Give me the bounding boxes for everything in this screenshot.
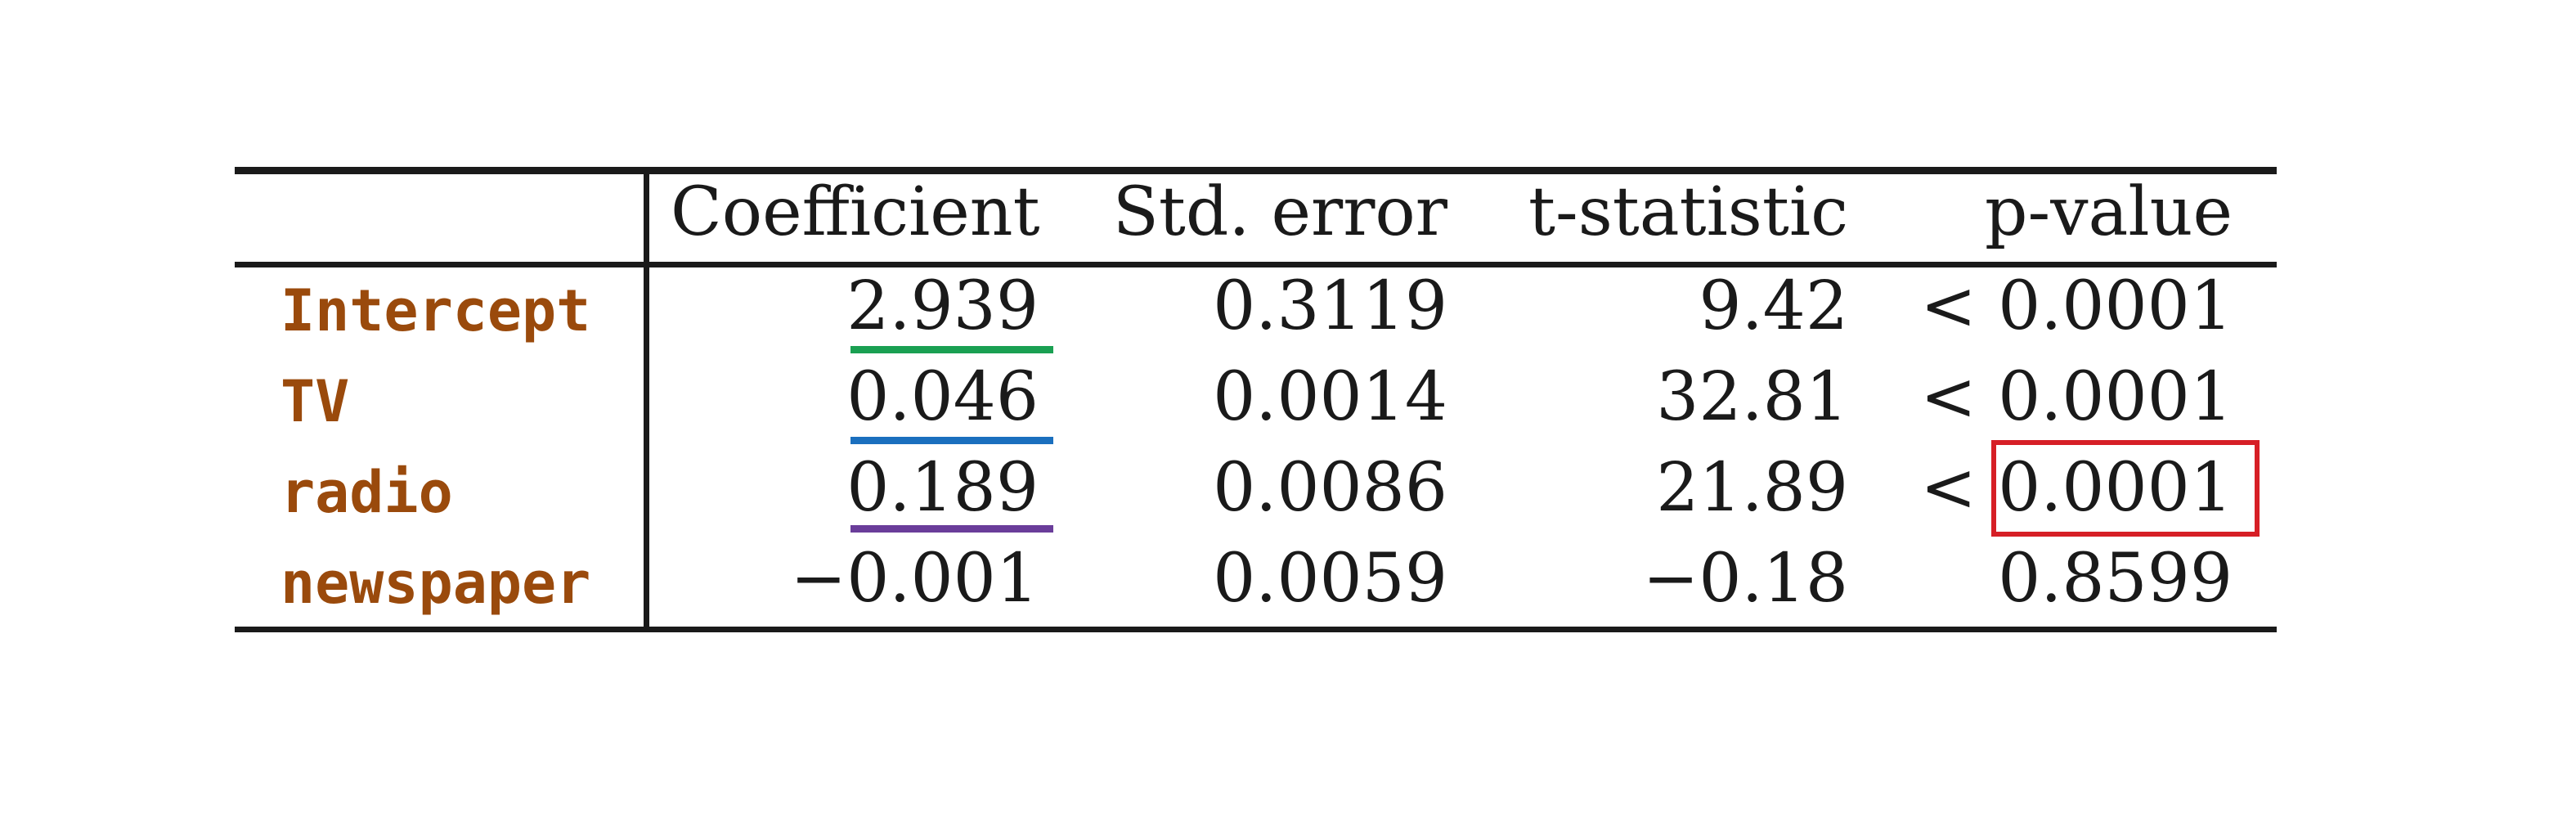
cell-coefficient: 2.939 [846,267,1039,345]
header-p-value: p-value [1985,173,2233,251]
cell-p-value: < 0.0001 [1920,358,2233,436]
cell-coefficient: 0.046 [846,358,1039,436]
header-std-error: Std. error [1112,173,1447,251]
cell-std-error: 0.0086 [1213,449,1447,527]
cell-coefficient: −0.001 [790,540,1039,618]
coefficient-underline-intercept [850,346,1053,353]
cell-std-error: 0.0059 [1213,540,1447,618]
header-coefficient: Coefficient [671,173,1040,251]
coefficient-underline-tv [850,437,1053,444]
cell-p-value: < 0.0001 [1920,449,2233,527]
cell-std-error: 0.0014 [1213,358,1447,436]
header-rule [235,262,2277,267]
bottom-rule [235,627,2277,632]
p-value-highlight-box [1991,440,2260,537]
header-t-statistic: t-statistic [1528,173,1848,251]
row-label-intercept: Intercept [280,277,591,344]
row-label-tv: TV [280,368,350,435]
cell-std-error: 0.3119 [1213,267,1447,345]
column-divider [644,172,649,630]
cell-t-statistic: 9.42 [1699,267,1848,345]
row-label-radio: radio [280,459,453,526]
cell-t-statistic: −0.18 [1642,540,1848,618]
cell-p-value: 0.8599 [1998,540,2233,618]
row-label-newspaper: newspaper [280,550,591,617]
cell-p-value: < 0.0001 [1920,267,2233,345]
cell-coefficient: 0.189 [846,449,1039,527]
cell-t-statistic: 21.89 [1656,449,1848,527]
top-rule [235,167,2277,174]
cell-t-statistic: 32.81 [1656,358,1848,436]
coefficient-underline-radio [850,525,1053,533]
